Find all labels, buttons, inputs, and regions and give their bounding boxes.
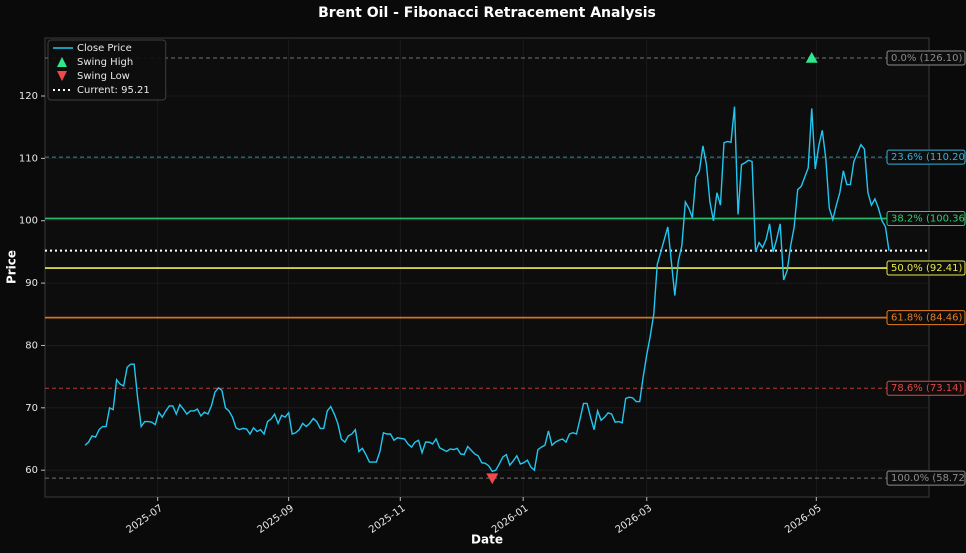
y-tick-label: 110	[19, 153, 38, 164]
y-tick-label: 80	[25, 340, 38, 351]
level-label: 0.0% (126.10)	[891, 53, 962, 64]
y-tick-label: 70	[25, 403, 38, 414]
y-tick-label: 90	[25, 278, 38, 289]
level-label: 50.0% (92.41)	[891, 263, 962, 274]
level-label: 23.6% (110.20)	[891, 152, 966, 163]
legend-label: Current: 95.21	[77, 85, 150, 96]
level-label: 61.8% (84.46)	[891, 313, 962, 324]
y-axis-label: Price	[5, 250, 19, 284]
level-label-box	[886, 260, 966, 276]
legend-swatch	[57, 57, 67, 67]
level-label-box	[886, 470, 966, 486]
swing-marker	[486, 473, 499, 485]
legend-label: Close Price	[77, 43, 132, 54]
level-label-box	[886, 50, 966, 66]
level-label: 78.6% (73.14)	[891, 383, 962, 394]
level-label-box	[886, 310, 966, 326]
y-tick-label: 100	[19, 216, 38, 227]
legend-box	[47, 39, 167, 101]
level-label: 100.0% (58.72)	[891, 473, 966, 484]
price-line	[84, 106, 890, 473]
level-label-box	[886, 210, 966, 226]
legend-swatch	[57, 71, 67, 81]
swing-marker	[805, 51, 818, 63]
legend-label: Swing Low	[77, 71, 130, 82]
level-label-box	[886, 380, 966, 396]
y-tick-label: 60	[25, 465, 38, 476]
chart-title: Brent Oil - Fibonacci Retracement Analys…	[318, 5, 656, 21]
x-axis-label: Date	[471, 533, 503, 547]
y-tick-label: 120	[19, 91, 38, 102]
legend-label: Swing High	[77, 57, 133, 68]
level-label-box	[886, 149, 966, 165]
level-label: 38.2% (100.36)	[891, 213, 966, 224]
